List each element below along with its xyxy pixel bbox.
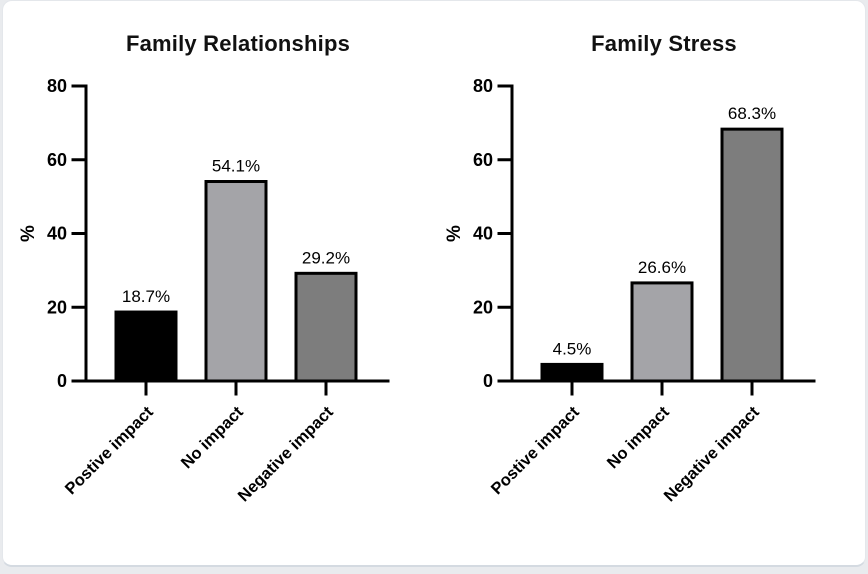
y-tick-label: 60: [47, 150, 67, 170]
y-tick-label: 60: [473, 150, 493, 170]
y-tick-label: 40: [473, 224, 493, 244]
y-tick-label: 80: [47, 76, 67, 96]
y-tick-label: 80: [473, 76, 493, 96]
y-axis-label: %: [444, 225, 465, 242]
category-label: No impact: [178, 403, 247, 472]
category-label: Postive impact: [488, 403, 583, 498]
chart-panel-family-relationships: Family Relationships 0 20 40 60 80% 18.7% Post…: [8, 1, 434, 541]
bar-0: [114, 310, 178, 383]
category-label: Negative impact: [661, 403, 764, 506]
bar-0: [540, 363, 604, 383]
family-stress-bar-chart: 0 20 40 60 80% 4.5% Postive impact 26.6% No impa…: [444, 76, 816, 506]
bar-2: [720, 128, 784, 383]
bar-1: [630, 281, 694, 383]
category-label: Postive impact: [62, 403, 157, 498]
y-tick-label: 20: [473, 298, 493, 318]
y-tick-label: 40: [47, 224, 67, 244]
bar-value-label: 29.2%: [302, 249, 350, 268]
bar-value-label: 54.1%: [212, 157, 260, 176]
y-tick-label: 20: [47, 298, 67, 318]
y-axis-label: %: [18, 225, 39, 242]
category-label: No impact: [604, 403, 673, 472]
y-tick-label: 0: [483, 371, 493, 391]
category-label: Negative impact: [235, 403, 338, 506]
bar-value-label: 26.6%: [638, 258, 686, 277]
y-tick-label: 0: [57, 371, 67, 391]
bar-value-label: 4.5%: [553, 340, 592, 359]
bar-2: [294, 272, 358, 383]
bar-value-label: 18.7%: [122, 287, 170, 306]
bar-value-label: 68.3%: [728, 105, 776, 124]
chart-panel-family-stress: Family Stress 0 20 40 60 80% 4.5% Postive impa…: [434, 1, 860, 541]
chart-title-family-relationships: Family Relationships: [125, 31, 351, 56]
chart-title-family-stress: Family Stress: [591, 31, 737, 56]
bar-1: [204, 180, 268, 383]
family-relationships-bar-chart: 0 20 40 60 80% 18.7% Postive impact 54.1% No imp…: [18, 76, 390, 506]
